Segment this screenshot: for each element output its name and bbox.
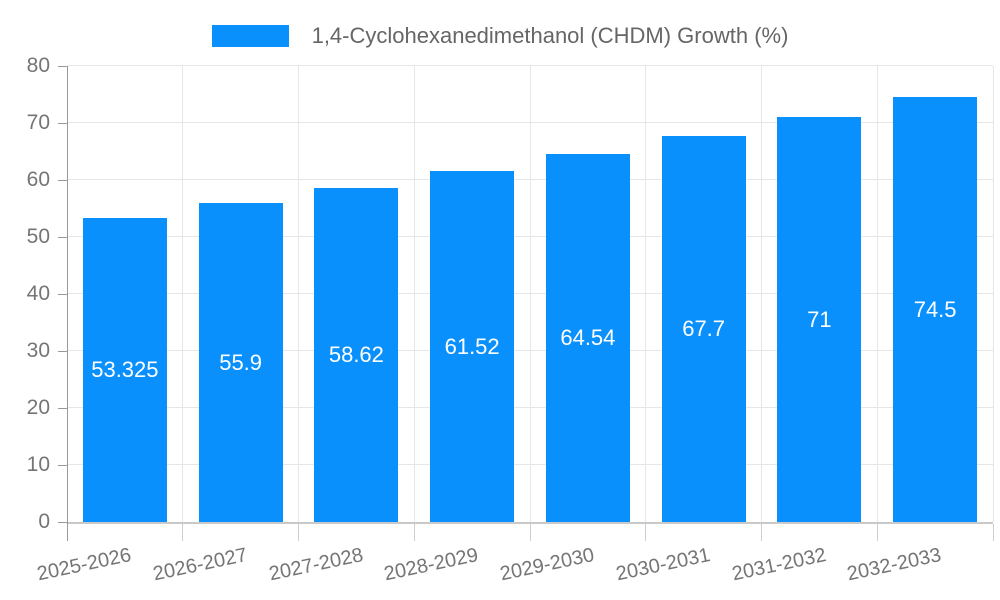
- y-axis-tick: [58, 408, 67, 409]
- x-axis-tick: [761, 524, 762, 541]
- legend-swatch-icon: [211, 25, 289, 47]
- y-axis-tick: [58, 522, 67, 523]
- y-axis-tick: [58, 351, 67, 352]
- y-axis-tick-label: 80: [26, 54, 50, 77]
- bar[interactable]: [777, 117, 862, 522]
- y-axis-tick-label: 60: [26, 168, 50, 191]
- x-axis-tick-label: 2026-2027: [151, 544, 250, 586]
- x-gridline: [876, 66, 878, 522]
- y-axis-tick-label: 30: [26, 339, 50, 362]
- legend[interactable]: 1,4-Cyclohexanedimethanol (CHDM) Growth …: [0, 22, 1000, 50]
- bar[interactable]: [314, 187, 399, 522]
- x-axis-tick: [529, 524, 531, 541]
- x-axis-tick-label: 2030-2031: [614, 544, 713, 586]
- x-axis-tick: [182, 524, 184, 541]
- y-axis-tick-label: 50: [26, 225, 50, 248]
- bar-value-label: 61.52: [444, 333, 500, 359]
- x-axis-tick: [298, 524, 299, 541]
- bar[interactable]: [893, 97, 978, 522]
- x-gridline: [182, 66, 184, 522]
- y-axis-tick: [58, 294, 67, 295]
- y-axis-tick: [58, 180, 67, 181]
- x-axis-tick-label: 2028-2029: [382, 544, 481, 586]
- x-gridline: [645, 66, 647, 522]
- x-axis-line: [67, 522, 993, 524]
- bar[interactable]: [198, 203, 283, 522]
- legend-label: 1,4-Cyclohexanedimethanol (CHDM) Growth …: [311, 23, 789, 48]
- y-axis-tick: [58, 465, 67, 466]
- bar[interactable]: [430, 171, 515, 522]
- bar-value-label: 64.54: [560, 325, 616, 351]
- x-axis-tick: [645, 524, 647, 541]
- x-gridline: [529, 66, 531, 522]
- x-axis-tick: [413, 524, 415, 541]
- bar-value-label: 55.9: [219, 349, 263, 375]
- x-axis-tick-label: 2025-2026: [35, 544, 134, 586]
- y-axis-tick: [58, 66, 67, 67]
- x-gridline: [761, 66, 762, 522]
- x-axis-tick-label: 2027-2028: [266, 544, 365, 586]
- y-axis-tick: [58, 123, 67, 124]
- y-gridline: [67, 65, 993, 66]
- x-axis-tick-label: 2032-2033: [845, 544, 944, 586]
- x-gridline: [413, 66, 415, 522]
- x-axis-tick: [876, 524, 878, 541]
- x-axis-tick: [992, 524, 994, 541]
- bar-value-label: 74.5: [913, 296, 957, 322]
- bar[interactable]: [82, 218, 167, 522]
- bar-value-label: 58.62: [328, 341, 384, 367]
- x-gridline: [992, 66, 994, 522]
- bar[interactable]: [545, 154, 630, 522]
- y-axis-tick-label: 70: [26, 111, 50, 134]
- bar-value-label: 53.325: [91, 357, 159, 383]
- y-axis-tick: [58, 237, 67, 238]
- y-axis-tick-label: 20: [26, 396, 50, 419]
- y-axis-tick-label: 10: [26, 453, 50, 476]
- bar-value-label: 71: [807, 306, 832, 332]
- y-axis-line: [67, 66, 68, 541]
- x-axis-tick-label: 2029-2030: [498, 544, 597, 586]
- y-axis-tick-label: 40: [26, 282, 50, 305]
- bar[interactable]: [661, 136, 746, 522]
- bar-value-label: 67.7: [682, 316, 726, 342]
- x-gridline: [298, 66, 299, 522]
- y-axis-tick-label: 0: [38, 510, 50, 533]
- x-axis-tick-label: 2031-2032: [729, 544, 828, 586]
